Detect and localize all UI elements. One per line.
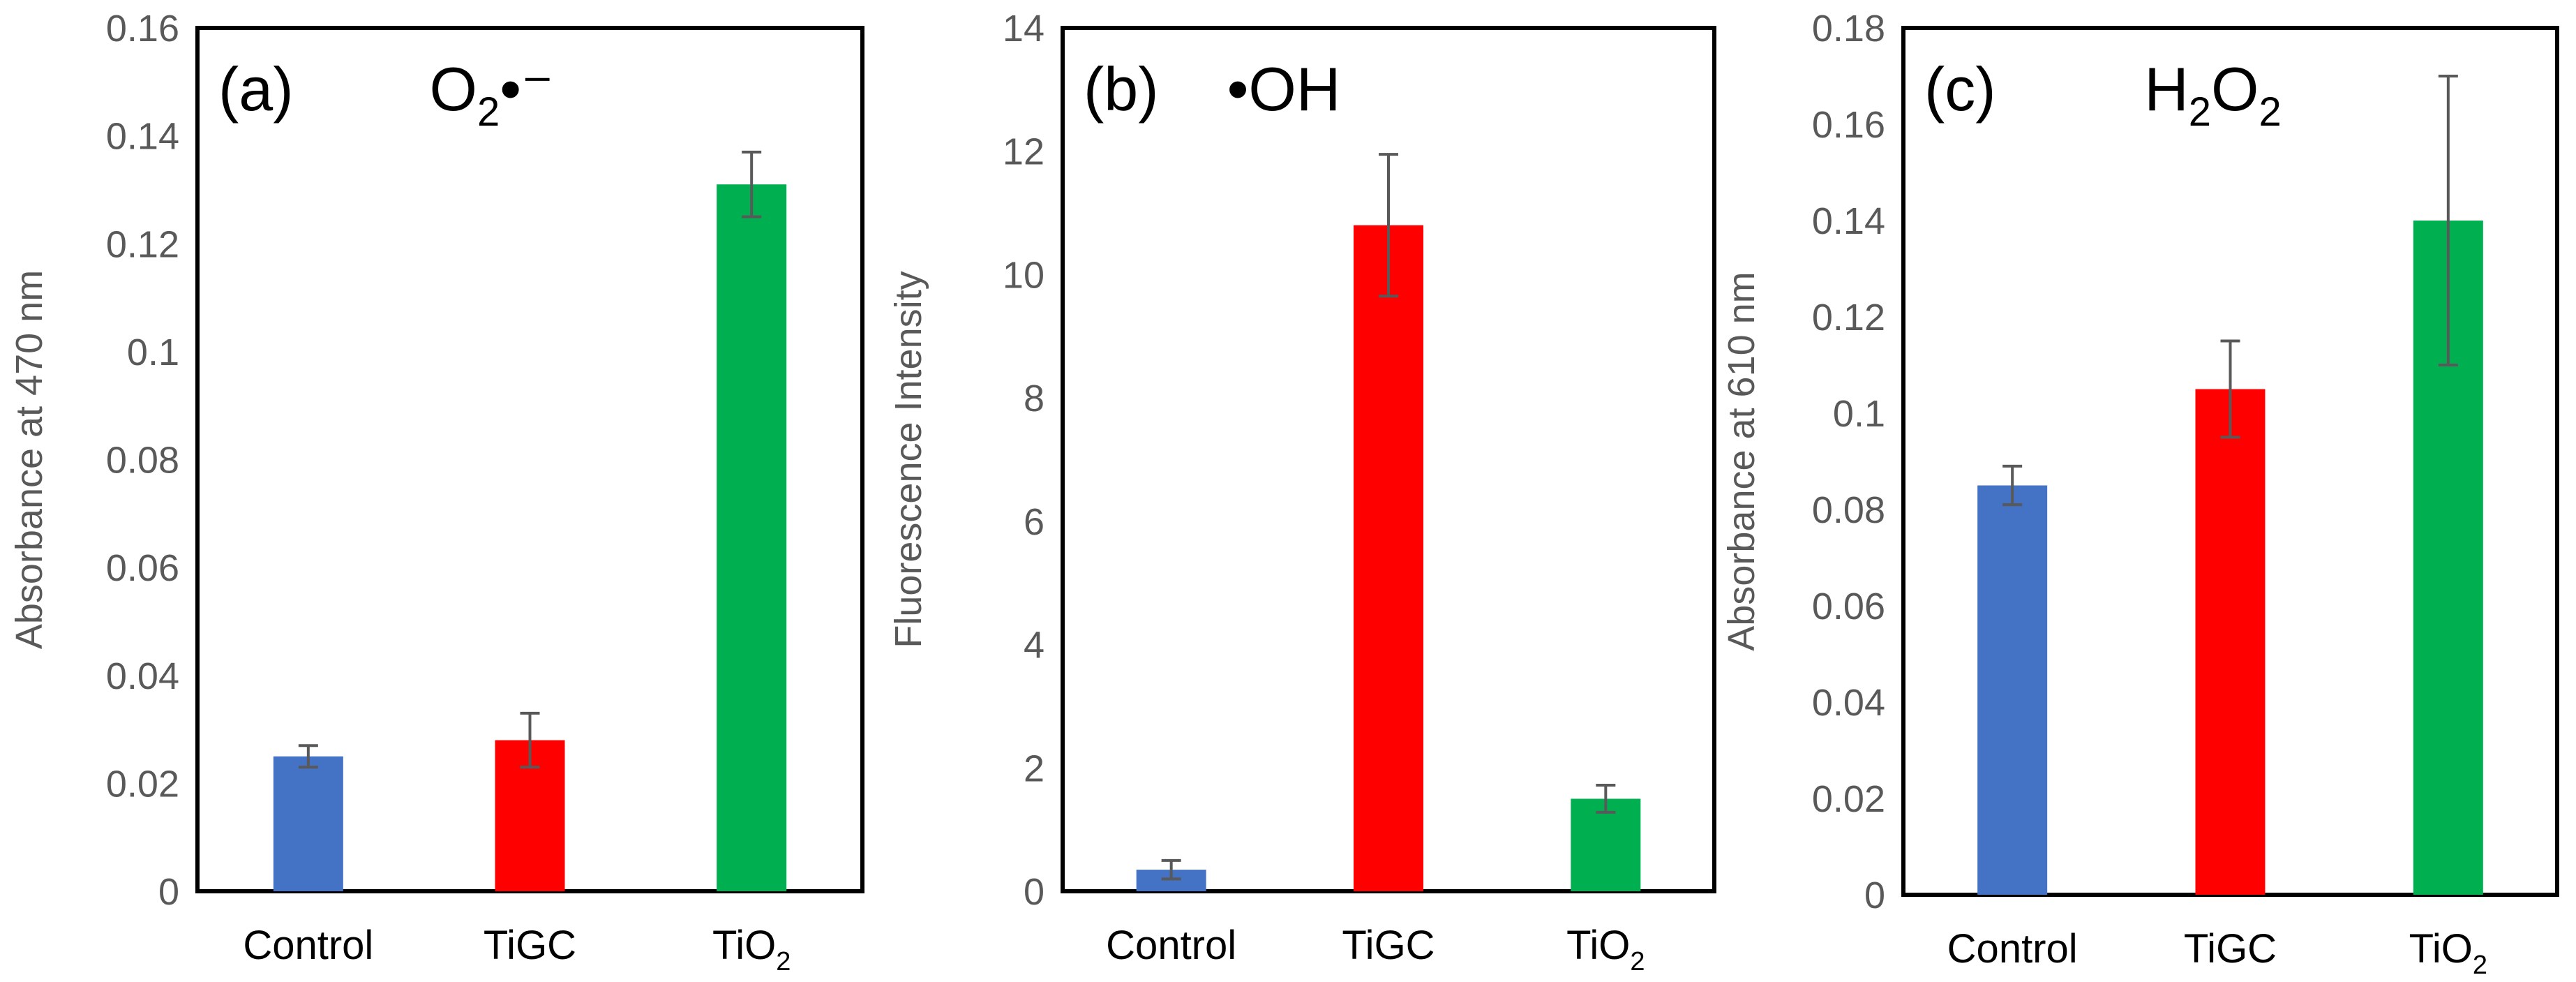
panel-label: (a) [218,54,294,124]
chart-panel-1: 0 0.02 0.04 0.06 0.08 0.1 0.12 0.14 0.16 Absorban… [8,8,864,976]
y-axis-title: Absorbance at 470 nm [8,270,50,649]
bar [1354,225,1423,891]
y-tick-label: 0.08 [1812,489,1885,531]
y-tick-label: 0.16 [1812,104,1885,146]
y-tick-label: 0 [158,871,179,913]
panel-label: (c) [1924,54,1996,124]
y-axis-title: Fluorescence Intensity [888,271,929,648]
panel-label: (b) [1084,54,1159,124]
y-tick-label: 0.02 [1812,778,1885,820]
y-tick-label: 4 [1024,625,1044,667]
y-tick-label: 14 [1003,8,1044,50]
y-tick-label: 0.06 [106,547,179,589]
y-tick-label: 0.02 [106,763,179,805]
y-axis-title: Absorbance at 610 nm [1721,271,1762,650]
bar [2195,389,2266,895]
y-tick-label: 0.18 [1812,8,1885,50]
x-category-label: TiGC [2184,926,2277,972]
chart-panel-3: 0 0.02 0.04 0.06 0.08 0.1 0.12 0.14 0.16 0.18 Abso… [1721,8,2559,980]
species-label: •OH [1227,54,1341,124]
bar [1977,485,2048,895]
species-label: H2O2 [2144,54,2282,135]
x-category-label: Control [1947,926,2078,972]
x-category-label: Control [1106,923,1236,968]
y-tick-label: 0.08 [106,440,179,482]
bar [273,756,343,891]
x-category-label: Control [243,923,373,968]
y-tick-label: 2 [1024,747,1044,789]
y-tick-label: 6 [1024,501,1044,543]
x-category-label: TiO2 [2409,926,2487,980]
x-category-label: TiGC [484,923,576,968]
y-tick-label: 8 [1024,378,1044,419]
y-tick-label: 0.04 [106,655,179,697]
y-tick-label: 0.06 [1812,586,1885,627]
y-tick-label: 12 [1003,131,1044,173]
y-tick-label: 0.04 [1812,682,1885,724]
y-tick-label: 0.14 [1812,200,1885,242]
y-tick-label: 0 [1024,871,1044,913]
x-category-label: TiGC [1342,923,1435,968]
chart-panel-2: 0 2 4 6 8 10 12 14 Fluorescence Intensity Control… [888,8,1716,976]
y-tick-label: 10 [1003,254,1044,296]
y-tick-label: 0.16 [106,8,179,50]
y-tick-label: 0.12 [1812,297,1885,339]
y-tick-label: 0.12 [106,223,179,265]
bar [717,184,787,891]
bar [1571,798,1641,891]
y-tick-label: 0 [1864,875,1885,916]
species-label: O2•⁻ [430,54,554,135]
x-category-label: TiO2 [1566,923,1645,976]
x-category-label: TiO2 [712,923,791,976]
y-tick-label: 0.1 [127,332,179,373]
y-tick-label: 0.14 [106,116,179,158]
y-tick-label: 0.1 [1833,393,1885,435]
